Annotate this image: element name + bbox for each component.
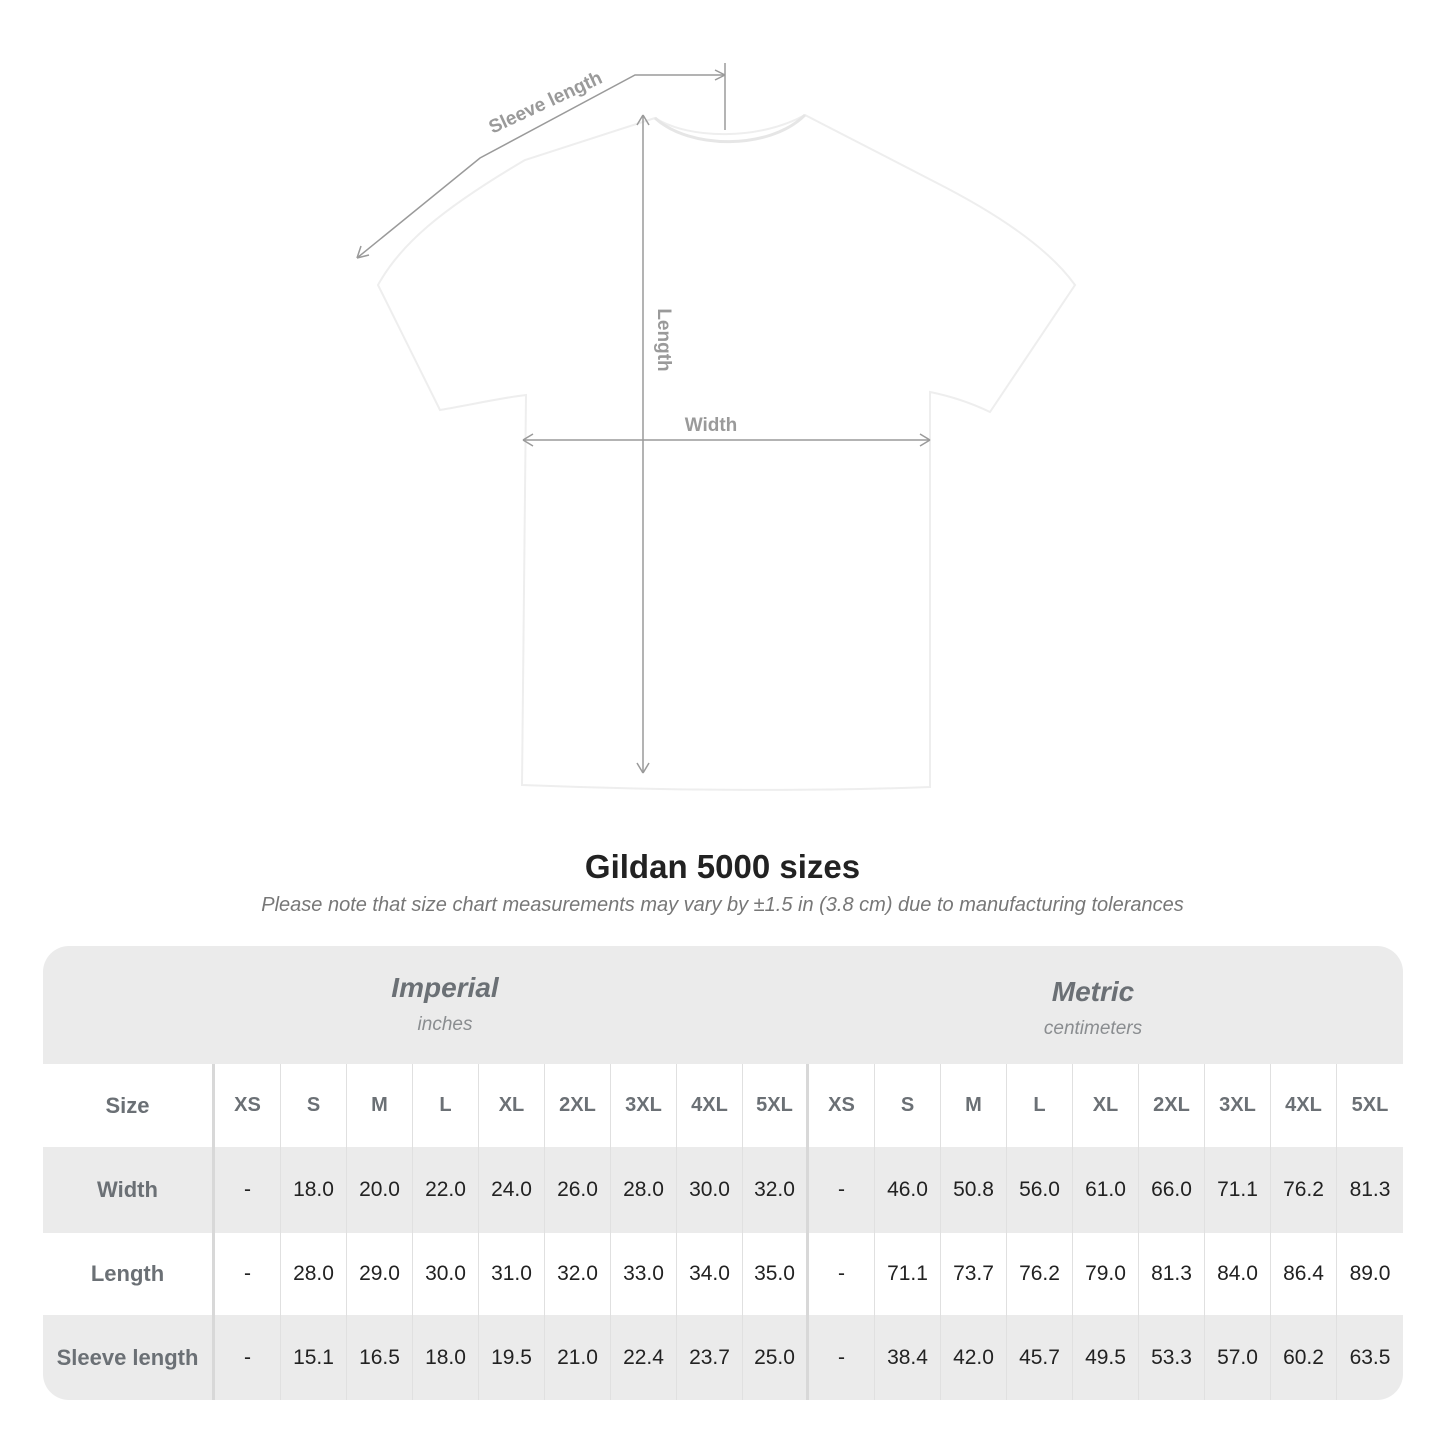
imperial-value: 35.0 xyxy=(743,1233,809,1315)
size-metric-header: XL xyxy=(1073,1064,1139,1147)
size-imperial-header: 3XL xyxy=(611,1064,677,1147)
tshirt-shape xyxy=(376,113,1077,791)
imperial-value: 24.0 xyxy=(479,1147,545,1233)
metric-value: 63.5 xyxy=(1349,1345,1391,1369)
size-metric-header: M xyxy=(941,1064,1007,1147)
table-row: Sleeve length -15.1 16.5 18.0 19.5 21.0 22.4 23… xyxy=(43,1315,1403,1400)
unit-header-band xyxy=(43,946,1403,1064)
size-metric-header: L xyxy=(1007,1064,1073,1147)
metric-unit: centimeters xyxy=(1043,1018,1143,1039)
table-row: Width -18.0 20.0 22.0 24.0 26.0 28.0 30.0 32.0-4… xyxy=(43,1147,1403,1233)
imperial-value: 19.5 xyxy=(479,1315,545,1400)
metric-value: 61.0 xyxy=(1073,1147,1139,1233)
metric-value: 73.7 xyxy=(941,1233,1007,1315)
metric-value: 56.0 xyxy=(1007,1147,1073,1233)
metric-value: 81.3 xyxy=(1349,1178,1391,1201)
page-title: Gildan 5000 sizes xyxy=(584,848,861,885)
imperial-value: 26.0 xyxy=(545,1147,611,1233)
size-metric-header: 3XL xyxy=(1205,1064,1271,1147)
table-header-row: Size XS S M L XL 2XL 3XL 4XL 5XL XS S M L XL 2XL 3XL 4XL 5… xyxy=(43,1064,1403,1147)
metric-value: 76.2 xyxy=(1271,1147,1337,1233)
metric-value: 84.0 xyxy=(1205,1233,1271,1315)
imperial-value: - xyxy=(215,1147,281,1233)
imperial-title: Imperial xyxy=(391,972,499,1003)
imperial-value: 18.0 xyxy=(281,1147,347,1233)
metric-value: 38.4 xyxy=(875,1315,941,1400)
metric-value: 79.0 xyxy=(1073,1233,1139,1315)
metric-value: 86.4 xyxy=(1271,1233,1337,1315)
metric-header: Metric centimeters xyxy=(833,950,1353,1068)
metric-value: - xyxy=(809,1147,875,1233)
metric-value: 81.3 xyxy=(1139,1233,1205,1315)
metric-value: 89.0 xyxy=(1349,1262,1391,1285)
imperial-value: 21.0 xyxy=(545,1315,611,1400)
imperial-value: 30.0 xyxy=(413,1233,479,1315)
metric-value: - xyxy=(809,1233,875,1315)
imperial-header: Imperial inches xyxy=(215,946,675,1064)
sleeve-measure-line xyxy=(356,74,725,259)
imperial-value: 15.1 xyxy=(281,1315,347,1400)
metric-value: 42.0 xyxy=(941,1315,1007,1400)
metric-value: 49.5 xyxy=(1073,1315,1139,1400)
imperial-value: 31.0 xyxy=(479,1233,545,1315)
metric-value: 57.0 xyxy=(1205,1315,1271,1400)
imperial-value: 32.0 xyxy=(743,1147,809,1233)
length-label: Length xyxy=(653,308,674,371)
sleeve-length-label: Sleeve length xyxy=(486,68,606,139)
size-metric-header: XS xyxy=(809,1064,875,1147)
metric-value: 53.3 xyxy=(1139,1315,1205,1400)
size-imperial-header: 5XL xyxy=(743,1064,809,1147)
size-imperial-header: L xyxy=(413,1064,479,1147)
imperial-value: 30.0 xyxy=(677,1147,743,1233)
metric-value: 45.7 xyxy=(1007,1315,1073,1400)
tshirt-diagram: Sleeve length Length Width xyxy=(356,63,1077,791)
size-imperial-header: XL xyxy=(479,1064,545,1147)
row-label: Width xyxy=(43,1147,215,1233)
imperial-value: 29.0 xyxy=(347,1233,413,1315)
imperial-value: 32.0 xyxy=(545,1233,611,1315)
metric-value: 60.2 xyxy=(1271,1315,1337,1400)
imperial-value: 34.0 xyxy=(677,1233,743,1315)
size-metric-header: 2XL xyxy=(1139,1064,1205,1147)
size-chart-table: Imperial inches Metric centimeters Size X… xyxy=(43,946,1403,1400)
imperial-value: 18.0 xyxy=(413,1315,479,1400)
size-imperial-header: S xyxy=(281,1064,347,1147)
metric-value: - xyxy=(809,1315,875,1400)
width-label: Width xyxy=(685,415,738,436)
metric-value: 71.1 xyxy=(875,1233,941,1315)
imperial-value: - xyxy=(215,1315,281,1400)
imperial-value: 25.0 xyxy=(743,1315,809,1400)
imperial-value: 20.0 xyxy=(347,1147,413,1233)
metric-value: 46.0 xyxy=(875,1147,941,1233)
imperial-value: 28.0 xyxy=(611,1147,677,1233)
metric-value: 66.0 xyxy=(1139,1147,1205,1233)
imperial-value: 22.4 xyxy=(611,1315,677,1400)
imperial-value: 16.5 xyxy=(347,1315,413,1400)
collar xyxy=(653,113,807,144)
size-imperial-header: XS xyxy=(215,1064,281,1147)
size-imperial-header: 2XL xyxy=(545,1064,611,1147)
imperial-unit: inches xyxy=(417,1014,473,1035)
metric-value: 76.2 xyxy=(1007,1233,1073,1315)
size-metric-header: 5XL xyxy=(1351,1094,1389,1116)
imperial-value: 28.0 xyxy=(281,1233,347,1315)
size-imperial-header: M xyxy=(347,1064,413,1147)
row-label: Sleeve length xyxy=(43,1315,215,1400)
imperial-value: 22.0 xyxy=(413,1147,479,1233)
metric-title: Metric xyxy=(1051,976,1135,1007)
metric-value: 50.8 xyxy=(941,1147,1007,1233)
tolerance-note: Please note that size chart measurements… xyxy=(261,894,1184,916)
size-header: Size xyxy=(43,1064,215,1147)
row-label: Length xyxy=(43,1233,215,1315)
table-row: Length -28.0 29.0 30.0 31.0 32.0 33.0 34.0 35.0-… xyxy=(43,1233,1403,1315)
size-imperial-header: 4XL xyxy=(677,1064,743,1147)
size-metric-header: S xyxy=(875,1064,941,1147)
imperial-value: 23.7 xyxy=(677,1315,743,1400)
imperial-value: 33.0 xyxy=(611,1233,677,1315)
metric-value: 71.1 xyxy=(1205,1147,1271,1233)
imperial-value: - xyxy=(215,1233,281,1315)
size-metric-header: 4XL xyxy=(1271,1064,1337,1147)
